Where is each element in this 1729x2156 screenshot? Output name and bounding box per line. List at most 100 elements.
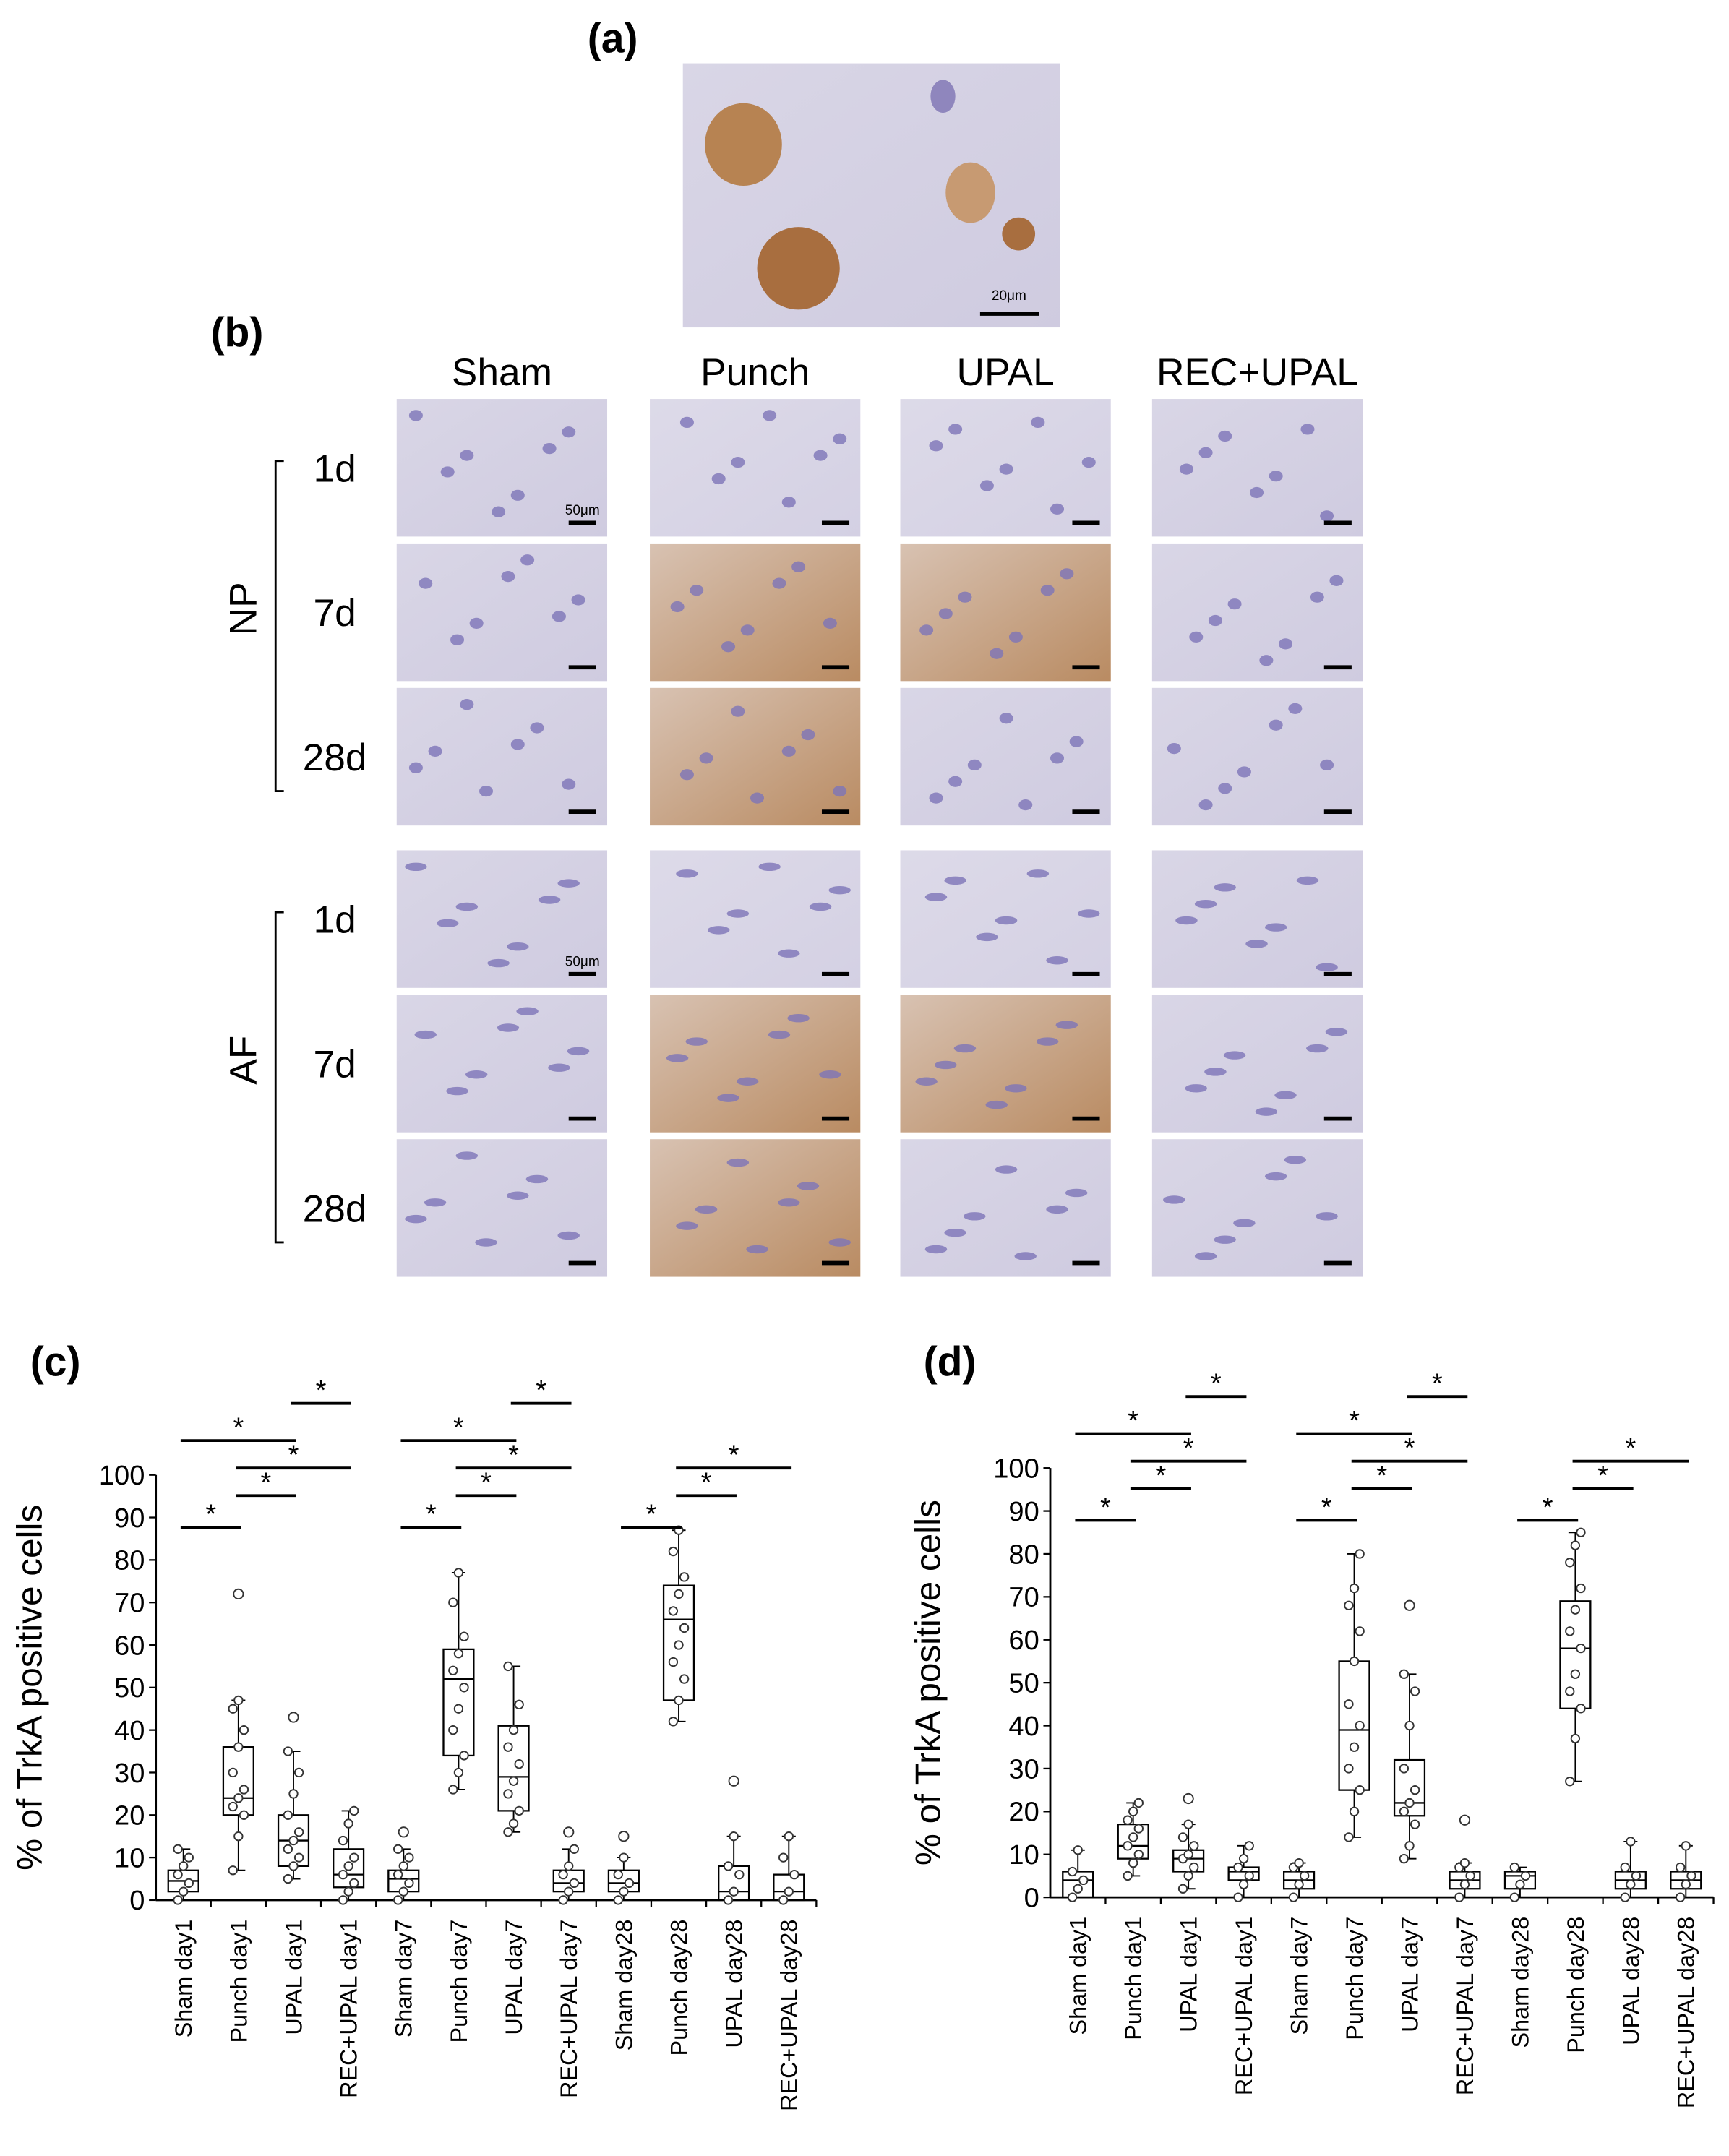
nucleus — [740, 624, 755, 636]
nucleus — [510, 739, 525, 750]
y-tick-label: 40 — [114, 1716, 145, 1746]
group-label: AF — [223, 1036, 265, 1085]
data-point — [778, 1852, 789, 1863]
data-point — [1399, 1806, 1410, 1816]
data-point — [1238, 1853, 1249, 1864]
data-point — [228, 1865, 238, 1876]
nucleus — [1036, 1037, 1059, 1046]
nucleus — [967, 759, 982, 771]
data-point — [1288, 1892, 1299, 1902]
nucleus — [1046, 956, 1068, 965]
data-point — [1565, 1686, 1575, 1696]
nucleus — [791, 561, 806, 572]
data-point — [239, 1725, 249, 1735]
nucleus — [1060, 568, 1074, 580]
box — [773, 1873, 805, 1902]
data-point — [778, 1895, 789, 1905]
nucleus — [781, 745, 796, 757]
y-tick-label: 10 — [114, 1843, 145, 1873]
nucleus — [699, 752, 713, 764]
data-point — [1686, 1871, 1696, 1881]
significance-label: * — [1321, 1493, 1332, 1523]
nucleus — [717, 1094, 739, 1102]
nucleus — [721, 641, 736, 653]
data-point — [1399, 1853, 1410, 1864]
box — [1062, 1871, 1094, 1899]
data-point — [503, 1742, 513, 1752]
nucleus — [787, 1013, 810, 1023]
significance-label: * — [1100, 1493, 1111, 1523]
data-point — [1123, 1841, 1133, 1851]
x-tick-label: Sham day7 — [1286, 1917, 1312, 2035]
x-tick-label: Punch day7 — [1342, 1917, 1368, 2040]
data-point — [1189, 1841, 1199, 1851]
data-point — [1676, 1862, 1686, 1873]
data-point — [228, 1704, 238, 1714]
data-point — [228, 1801, 238, 1812]
data-point — [338, 1895, 348, 1905]
data-point — [1349, 1583, 1360, 1594]
data-point — [514, 1805, 524, 1816]
data-point — [674, 1589, 684, 1599]
data-point — [1177, 1884, 1188, 1894]
data-point — [1123, 1815, 1133, 1825]
data-point — [1183, 1871, 1193, 1881]
significance-label: * — [1211, 1368, 1222, 1399]
data-point — [619, 1886, 629, 1897]
data-point — [1300, 1871, 1310, 1881]
nucleus — [1204, 1068, 1227, 1076]
box — [222, 1746, 254, 1816]
data-point — [233, 1742, 244, 1752]
nucleus — [450, 634, 465, 645]
data-point — [729, 1886, 739, 1897]
scale-bar-label: 20μm — [992, 288, 1026, 304]
nucleus — [1269, 719, 1283, 731]
data-point — [558, 1895, 568, 1905]
nucleus — [1329, 575, 1344, 586]
nucleus — [1288, 703, 1303, 714]
data-point — [1410, 1819, 1420, 1829]
nucleus — [944, 1228, 966, 1237]
y-tick-label: 40 — [1008, 1712, 1039, 1742]
significance-label: * — [1128, 1406, 1138, 1436]
outlier — [1183, 1792, 1194, 1805]
data-point — [233, 1793, 244, 1803]
nucleus — [562, 778, 576, 790]
nucleus — [823, 617, 837, 629]
data-point — [1576, 1583, 1586, 1594]
nucleus — [1214, 883, 1236, 892]
data-point — [448, 1597, 458, 1607]
column-header: Punch — [700, 351, 810, 394]
significance-label: * — [1597, 1461, 1608, 1491]
nucleus — [1194, 899, 1217, 909]
data-point — [453, 1649, 464, 1659]
data-point — [1626, 1837, 1636, 1847]
micrograph — [1151, 543, 1363, 682]
nucleus — [833, 433, 847, 444]
nucleus — [915, 1077, 938, 1086]
data-point — [784, 1831, 794, 1842]
nucleus — [833, 785, 847, 797]
nucleus — [542, 442, 557, 455]
data-point — [349, 1852, 359, 1863]
data-point — [184, 1852, 194, 1863]
y-tick-label: 30 — [1008, 1754, 1039, 1785]
nucleus — [1065, 1188, 1088, 1198]
box — [497, 1725, 530, 1812]
y-tick-label: 30 — [114, 1758, 145, 1789]
box — [718, 1865, 750, 1902]
nucleus — [1046, 1205, 1068, 1214]
nucleus — [475, 1238, 497, 1247]
data-point — [1073, 1845, 1083, 1855]
nucleus — [736, 1077, 759, 1086]
scale-bar-label: 50μm — [565, 954, 600, 969]
data-point — [1344, 1832, 1354, 1842]
y-tick-label: 50 — [1008, 1668, 1039, 1698]
nucleus — [1018, 799, 1033, 811]
nucleus — [1233, 1219, 1256, 1228]
micrograph — [900, 543, 1111, 682]
nucleus — [676, 869, 698, 878]
data-point — [293, 1767, 304, 1778]
nucleus — [1026, 869, 1050, 878]
significance-label: * — [288, 1440, 299, 1470]
